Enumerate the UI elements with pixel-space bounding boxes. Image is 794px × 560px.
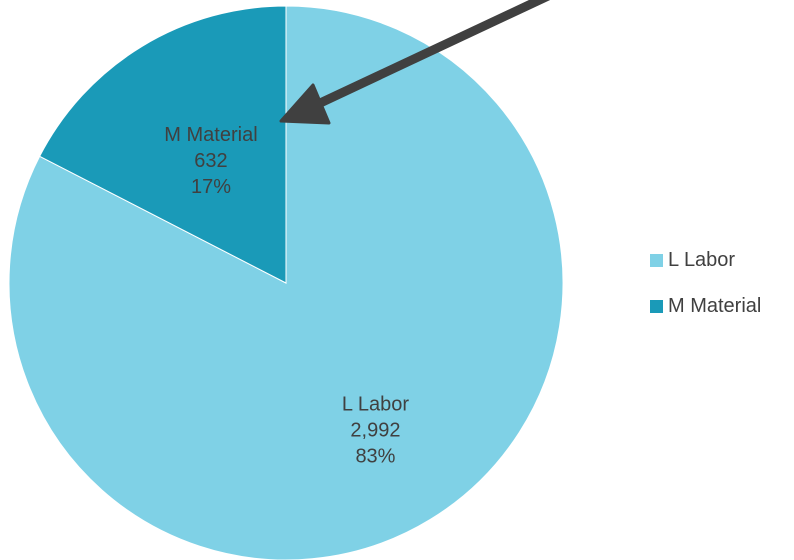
legend-swatch-material [650, 299, 663, 313]
legend-label-labor: L Labor [668, 248, 736, 271]
legend-swatch-labor [650, 253, 663, 267]
legend-label-material: M Material [668, 294, 762, 317]
annotation-arrow [279, 0, 550, 125]
legend-item-material: M Material [650, 295, 761, 317]
pie-slices [8, 5, 564, 560]
arrow-shaft [314, 0, 550, 110]
slice-label-labor-value: 2,992 [350, 420, 400, 442]
legend: L Labor M Material [650, 249, 761, 341]
slice-label-labor-name: L Labor [342, 394, 409, 416]
slice-labels: L Labor 2,992 83% M Material 632 17% [164, 124, 409, 468]
arrow-head [279, 83, 331, 125]
slice-label-material-percent: 17% [191, 176, 231, 198]
slice-label-labor-percent: 83% [355, 446, 395, 468]
legend-item-labor: L Labor [650, 249, 761, 271]
pie-slice-material [38, 5, 287, 284]
slice-label-material-value: 632 [194, 150, 227, 172]
slice-label-material-name: M Material [164, 124, 257, 146]
